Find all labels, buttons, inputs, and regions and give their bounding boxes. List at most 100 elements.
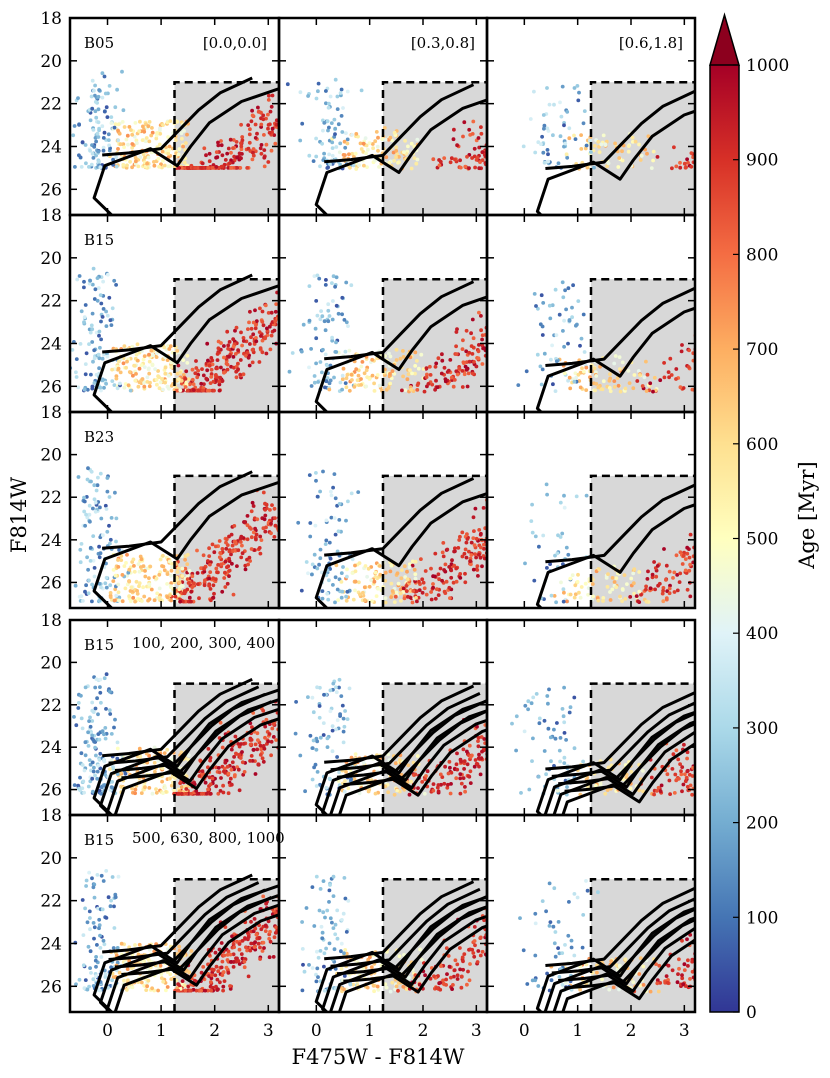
star-point <box>92 574 97 579</box>
star-point <box>417 588 422 592</box>
isochrone-line <box>324 280 475 361</box>
star-point <box>239 555 244 560</box>
selection-box <box>383 683 487 815</box>
star-point <box>98 751 103 756</box>
star-point <box>74 370 78 375</box>
star-point <box>166 164 171 169</box>
star-point <box>698 550 702 554</box>
star-point <box>134 138 139 143</box>
star-point <box>111 568 116 572</box>
star-point <box>183 385 188 389</box>
star-point <box>224 537 229 542</box>
star-point <box>97 356 102 361</box>
star-point <box>262 133 266 137</box>
star-point <box>498 517 502 521</box>
star-point <box>149 587 154 592</box>
star-point <box>132 569 137 574</box>
star-point <box>420 780 425 784</box>
star-point <box>239 952 244 956</box>
star-point <box>332 117 337 122</box>
star-point <box>673 772 678 777</box>
star-point <box>618 367 622 371</box>
star-point <box>344 598 349 603</box>
star-point <box>314 96 319 101</box>
star-point <box>373 575 378 579</box>
star-point <box>246 355 251 360</box>
star-point <box>91 127 96 132</box>
star-point <box>143 155 147 160</box>
star-point <box>202 583 207 588</box>
star-point <box>246 562 251 567</box>
star-point <box>500 733 504 737</box>
star-point <box>491 352 495 356</box>
star-point <box>123 771 128 776</box>
star-point <box>112 383 117 387</box>
star-point <box>472 146 477 151</box>
star-point <box>442 156 447 161</box>
star-point <box>562 144 566 149</box>
star-point <box>482 546 486 551</box>
y-tick-label: 22 <box>40 696 62 716</box>
star-point <box>373 139 378 144</box>
star-point <box>584 388 589 392</box>
star-point <box>462 551 467 556</box>
star-point <box>689 151 694 156</box>
star-point <box>396 160 400 165</box>
star-point <box>315 685 319 690</box>
star-point <box>107 495 112 499</box>
star-point <box>100 71 105 76</box>
star-point <box>123 586 128 591</box>
star-point <box>208 381 213 385</box>
star-point <box>246 974 251 979</box>
star-point <box>349 283 354 288</box>
star-point <box>358 592 362 597</box>
star-point <box>562 318 566 323</box>
star-point <box>241 339 246 343</box>
star-point <box>254 532 259 537</box>
star-point <box>80 763 85 767</box>
star-point <box>327 776 332 781</box>
star-point <box>251 320 256 325</box>
star-point <box>208 758 213 763</box>
star-point <box>322 692 326 697</box>
star-point <box>596 385 601 390</box>
star-point <box>349 372 354 377</box>
isochrone-line <box>324 477 475 557</box>
star-point <box>235 939 239 944</box>
star-point <box>434 587 439 591</box>
star-point <box>249 509 254 514</box>
star-point <box>204 153 208 158</box>
star-point <box>463 547 468 552</box>
star-point <box>105 489 110 494</box>
star-point <box>317 704 322 708</box>
star-point <box>76 96 80 100</box>
star-point <box>345 717 350 721</box>
star-point <box>207 151 212 156</box>
star-point <box>223 570 227 575</box>
star-point <box>187 569 192 573</box>
star-point <box>182 160 187 165</box>
selection-box-edge <box>173 474 279 608</box>
star-point <box>318 685 322 690</box>
star-point <box>413 364 418 368</box>
star-point <box>482 737 487 741</box>
star-point <box>82 279 86 284</box>
star-point <box>698 533 702 537</box>
star-point <box>222 355 226 360</box>
star-point <box>372 389 377 393</box>
star-point <box>228 776 233 781</box>
star-point <box>98 471 103 476</box>
star-point <box>597 567 602 572</box>
star-point <box>489 528 493 532</box>
star-point <box>644 599 649 604</box>
star-point <box>143 574 148 579</box>
star-point <box>582 369 586 374</box>
star-point <box>699 353 703 357</box>
star-point <box>639 153 644 158</box>
star-point <box>227 161 232 166</box>
star-point <box>353 569 358 574</box>
star-point <box>335 755 339 759</box>
star-point <box>496 316 500 320</box>
star-point <box>671 752 676 757</box>
star-point <box>423 569 428 573</box>
